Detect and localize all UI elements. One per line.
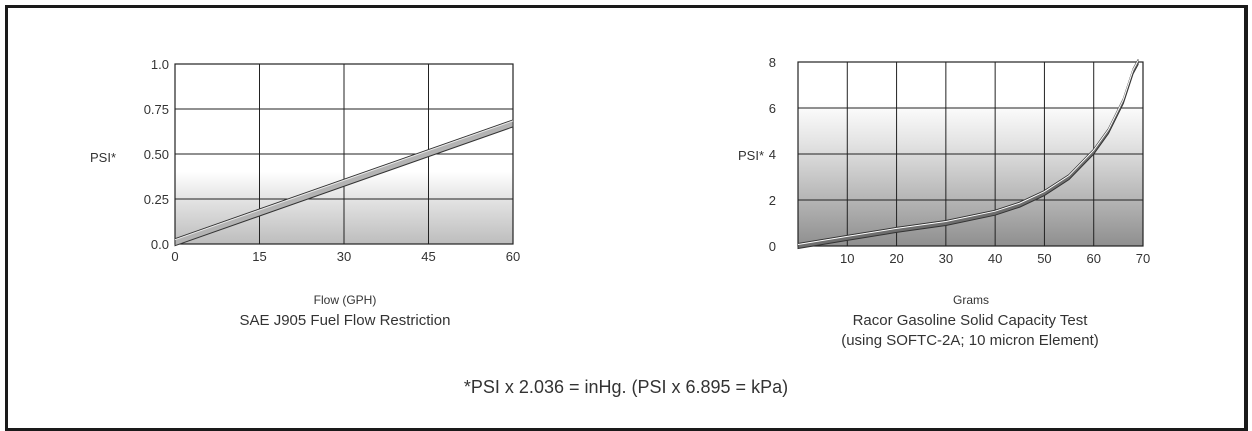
chart2-y-tick-label: 2	[769, 193, 776, 208]
chart2-x-tick-label: 70	[1136, 251, 1150, 266]
chart1-x-tick-label: 30	[337, 249, 351, 264]
chart2-title: Racor Gasoline Solid Capacity Test	[852, 312, 1088, 329]
chart1-x-tick-label: 0	[171, 249, 178, 264]
chart1-x-tick-label: 60	[506, 249, 520, 264]
chart2-y-tick-label: 8	[769, 55, 776, 70]
chart2-series-line	[797, 60, 1139, 245]
chart2-y-tick-label: 4	[769, 147, 776, 162]
chart2-y-axis-title: PSI*	[738, 148, 764, 163]
chart1-y-tick-label: 0.50	[144, 147, 169, 162]
chart1-series-line	[174, 120, 514, 241]
chart1-plot-border	[174, 63, 514, 245]
chart1-title: SAE J905 Fuel Flow Restriction	[239, 312, 451, 329]
chart2-x-tick-label: 30	[939, 251, 953, 266]
chart2-y-tick-label: 0	[769, 239, 776, 254]
chart1-x-tick-label: 15	[252, 249, 266, 264]
chart1-y-axis-title: PSI*	[90, 150, 116, 165]
chart1-series-ribbon	[174, 119, 514, 247]
chart-fuel-flow-restriction: 0 15 30 45 60 0.0 0.25 0.50 0.75 1.0 PSI*	[90, 57, 520, 264]
chart1-x-tick-label: 45	[421, 249, 435, 264]
chart1-y-tick-label: 0.0	[151, 237, 169, 252]
chart2-x-axis-title: Grams	[953, 293, 989, 307]
chart1-y-tick-label: 1.0	[151, 57, 169, 72]
chart2-x-tick-label: 40	[988, 251, 1002, 266]
chart2-x-tick-label: 50	[1037, 251, 1051, 266]
chart2-x-tick-label: 60	[1086, 251, 1100, 266]
conversion-footnote: *PSI x 2.036 = inHg. (PSI x 6.895 = kPa)	[463, 377, 789, 397]
chart2-series-ribbon	[797, 59, 1139, 250]
chart2-x-tick-label: 10	[840, 251, 854, 266]
chart1-y-tick-label: 0.25	[144, 192, 169, 207]
chart1-x-axis-title: Flow (GPH)	[313, 293, 377, 307]
chart1-y-tick-label: 0.75	[144, 102, 169, 117]
figure-frame	[5, 5, 1248, 431]
chart2-y-tick-label: 6	[769, 101, 776, 116]
chart-solid-capacity-test: 10 20 30 40 50 60 70 0 2 4 6 8 PSI*	[738, 55, 1150, 266]
chart2-plot-border	[797, 61, 1144, 247]
chart2-x-tick-label: 20	[889, 251, 903, 266]
chart2-subtitle: (using SOFTC-2A; 10 micron Element)	[841, 332, 1099, 349]
